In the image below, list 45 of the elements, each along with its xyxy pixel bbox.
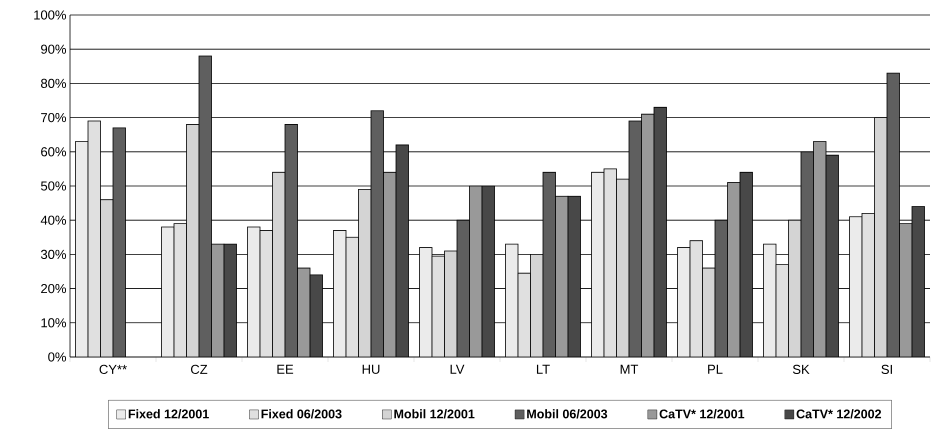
- y-tick-label: 10%: [41, 318, 66, 328]
- bar: [469, 186, 482, 357]
- x-tick-label: CY**: [100, 364, 127, 374]
- y-tick-label: 30%: [40, 250, 66, 259]
- x-tick-label: HU: [362, 364, 380, 374]
- y-tick-label: 90%: [41, 44, 66, 54]
- y-tick-label: 100%: [34, 10, 66, 20]
- x-tick-label: SK: [792, 364, 810, 374]
- bar: [555, 196, 568, 357]
- bar: [899, 223, 912, 357]
- bar: [912, 206, 925, 357]
- y-tick-label: 0%: [48, 352, 66, 362]
- y-tick-label: 20%: [41, 284, 66, 294]
- legend-label: Fixed 06/2003: [262, 409, 342, 418]
- bar: [482, 186, 495, 357]
- bar: [826, 154, 839, 357]
- x-tick-label: EE: [277, 364, 294, 374]
- x-tick-label: LT: [536, 364, 550, 374]
- y-tick-label: 70%: [41, 112, 66, 122]
- y-tick-label: 50%: [40, 181, 66, 191]
- y-tick-label: 80%: [41, 78, 66, 88]
- bar: [297, 268, 310, 357]
- bar: [641, 114, 654, 357]
- bar: [383, 172, 396, 357]
- legend-label: Fixed 12/2001: [128, 409, 209, 418]
- legend-label: Mobil 06/2003: [527, 409, 608, 418]
- bar: [813, 141, 826, 357]
- x-tick-label: CZ: [191, 364, 208, 374]
- legend-label: CaTV* 12/2001: [660, 409, 744, 418]
- x-tick-label: PL: [708, 364, 723, 374]
- bar: [654, 106, 667, 357]
- y-tick-label: 40%: [40, 216, 66, 225]
- bar: [224, 244, 237, 357]
- bar: [740, 172, 753, 357]
- bar: [396, 144, 409, 357]
- x-tick-label: MT: [620, 364, 638, 374]
- legend-label: CaTV* 12/2002: [796, 409, 882, 418]
- legend-label: Mobil 12/2001: [394, 409, 474, 418]
- bar: [211, 244, 224, 357]
- x-tick-label: SI: [881, 364, 892, 374]
- bar: [310, 274, 323, 357]
- bar: [727, 182, 740, 357]
- y-tick-label: 60%: [41, 147, 66, 156]
- bar: [568, 196, 581, 357]
- x-tick-label: LV: [450, 364, 464, 374]
